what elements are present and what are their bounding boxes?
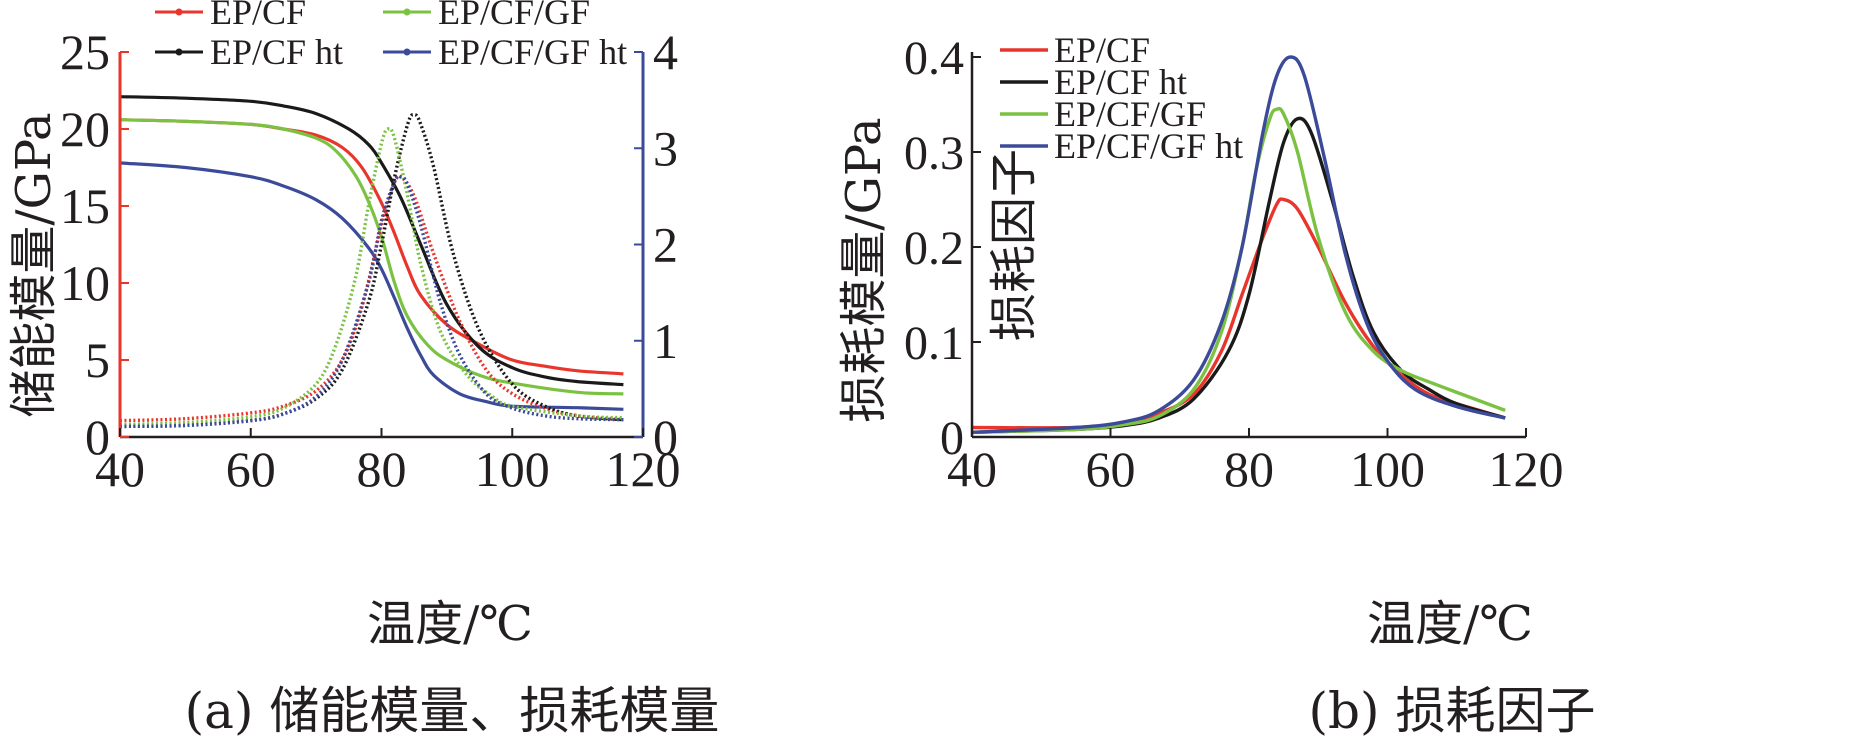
panel-b-y-tick-label: 0.3 <box>904 127 964 180</box>
panel-b-legend-label-ep-cf: EP/CF <box>1054 30 1150 70</box>
loss-factor-line-ep-cf-gf <box>971 106 1506 434</box>
loss-modulus-line-ep-cf-gf <box>119 126 624 427</box>
panel-a-y-right-tick-label: 0 <box>653 409 678 465</box>
panel-a-x-tick-label: 60 <box>226 441 276 497</box>
panel-a-legend-label-ep-cf-ht: EP/CF ht <box>210 32 343 72</box>
panel-b-x-tick-label: 40 <box>947 441 997 497</box>
panel-a-legend-label-ep-cf-gf-ht: EP/CF/GF ht <box>438 32 627 72</box>
storage-modulus-line-ep-cf <box>119 118 624 376</box>
panel-b-y-tick-label: 0 <box>940 412 964 465</box>
panel-a-y-right-tick-label: 3 <box>653 120 678 176</box>
panel-b-axes <box>970 52 1527 439</box>
panel-b-x-tick-label: 80 <box>1224 441 1274 497</box>
storage-modulus-line-ep-cf-gf <box>119 118 624 396</box>
loss-modulus-line-ep-cf-gf-ht <box>119 174 624 429</box>
panel-a-legend-marker-ep-cf-gf-ht <box>403 48 411 56</box>
panel-a-y-left-tick-label: 15 <box>60 178 110 234</box>
panel-b-series-group <box>971 55 1506 434</box>
panel-b-y-tick-label: 0.2 <box>904 222 964 275</box>
panel-b-loss-factor: 40 60 80 100 120 0 0.1 0.2 0.3 0.4 损耗因子 温度/℃ (b) … <box>904 30 1595 740</box>
storage-modulus-line-ep-cf-ht <box>119 95 624 387</box>
panel-a-y-left-tick-label: 0 <box>85 409 110 465</box>
panel-a-legend-marker-ep-cf-gf <box>403 8 411 16</box>
panel-b-caption: (b) 损耗因子 <box>1309 682 1596 740</box>
panel-a-axes <box>118 51 645 439</box>
panel-a-legend-label-ep-cf: EP/CF <box>210 0 306 32</box>
loss-factor-line-ep-cf-gf-ht <box>971 55 1506 434</box>
panel-a-y-right-tick-label: 1 <box>653 313 678 369</box>
panel-a-x-label: 温度/℃ <box>367 596 533 652</box>
panel-a-y-right-label: 损耗模量/GPa <box>836 117 892 422</box>
panel-a-y-left-label: 储能模量/GPa <box>6 112 62 417</box>
loss-modulus-line-ep-cf-ht <box>119 112 624 429</box>
panel-a-x-tick-label: 120 <box>606 441 681 497</box>
panel-a-y-left-tick-label: 5 <box>85 332 110 388</box>
panel-b-x-tick-label: 60 <box>1086 441 1136 497</box>
panel-a-y-right-tick-label: 2 <box>653 217 678 273</box>
panel-b-tick-labels: 40 60 80 100 120 0 0.1 0.2 0.3 0.4 <box>904 32 1564 497</box>
panel-b-y-tick-label: 0.4 <box>904 32 964 85</box>
panel-a-y-left-tick-label: 20 <box>60 101 110 157</box>
panel-b-y-label: 损耗因子 <box>986 149 1042 341</box>
storage-modulus-line-ep-cf-gf-ht <box>119 161 624 411</box>
panel-a-legend-marker-ep-cf-ht <box>175 48 183 56</box>
panel-a-series-group <box>119 95 624 429</box>
panel-b-y-tick-label: 0.1 <box>904 317 964 370</box>
panel-a-y-right-tick-label: 4 <box>653 24 678 80</box>
panel-a-legend: EP/CF EP/CF/GF EP/CF ht EP/CF/GF ht <box>155 0 627 72</box>
panel-a-x-tick-label: 40 <box>95 441 145 497</box>
panel-a-legend-marker-ep-cf <box>175 8 183 16</box>
panel-b-x-tick-label: 120 <box>1489 441 1564 497</box>
panel-a-legend-label-ep-cf-gf: EP/CF/GF <box>438 0 590 32</box>
panel-a-y-left-tick-label: 10 <box>60 255 110 311</box>
panel-a-y-left-tick-label: 25 <box>60 24 110 80</box>
panel-b-x-tick-label: 100 <box>1350 441 1425 497</box>
panel-a-caption: (a) 储能模量、损耗模量 <box>185 682 720 740</box>
panel-a-x-tick-label: 80 <box>357 441 407 497</box>
panel-b-x-label: 温度/℃ <box>1367 596 1533 652</box>
panel-a-x-tick-label: 100 <box>475 441 550 497</box>
panel-b-legend-label-ep-cf-gf: EP/CF/GF <box>1054 94 1206 134</box>
panel-b-legend-label-ep-cf-gf-ht: EP/CF/GF ht <box>1054 126 1243 166</box>
panel-b-legend-label-ep-cf-ht: EP/CF ht <box>1054 62 1187 102</box>
